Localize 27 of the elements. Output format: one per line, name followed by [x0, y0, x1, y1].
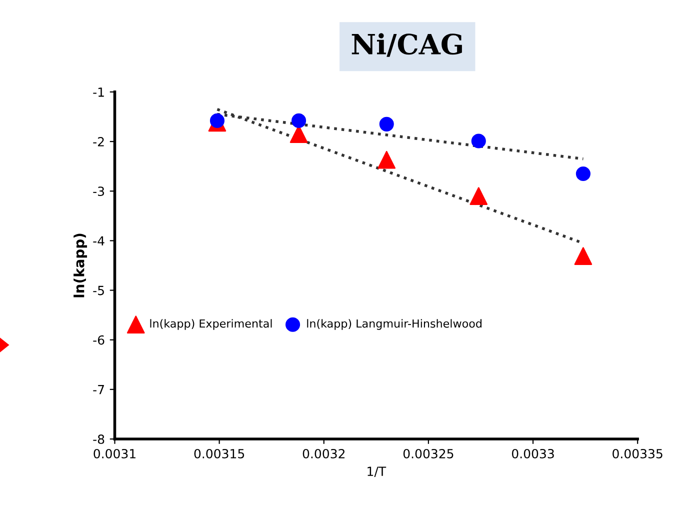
x-tick-label: 0.00315 [194, 448, 244, 458]
x-tick-label: 0.00335 [612, 448, 662, 458]
legend-label: ln(kapp) Experimental [150, 319, 272, 330]
y-tick-label: -7 [93, 385, 104, 394]
y-tick-label: -8 [93, 434, 104, 444]
chart-title: Ni/CAG [352, 33, 462, 57]
x-axis-title: 1/T [368, 466, 386, 478]
x-tick-label: 0.00325 [403, 448, 454, 458]
point [379, 116, 394, 132]
point [576, 166, 590, 182]
point [471, 134, 486, 148]
point [470, 187, 488, 205]
point [574, 247, 592, 265]
y-axis-title: ln(kapp) [74, 234, 88, 298]
y-tick-label: -2 [93, 136, 104, 146]
point [210, 113, 225, 128]
x-tick-label: 0.0032 [302, 448, 344, 458]
y-tick-label: -4 [93, 236, 104, 246]
x-tick-label: 0.0031 [94, 448, 136, 458]
y-tick-label: -1 [93, 88, 104, 97]
x-tick-label: 0.0033 [512, 448, 554, 458]
point [292, 113, 306, 128]
legend-label: ln(kapp) Langmuir-Hinshelwood [307, 319, 482, 330]
point [378, 150, 396, 169]
y-tick-label: -3 [93, 186, 104, 196]
y-tick-label: -5 [93, 286, 104, 296]
y-tick-label: -6 [93, 335, 104, 345]
